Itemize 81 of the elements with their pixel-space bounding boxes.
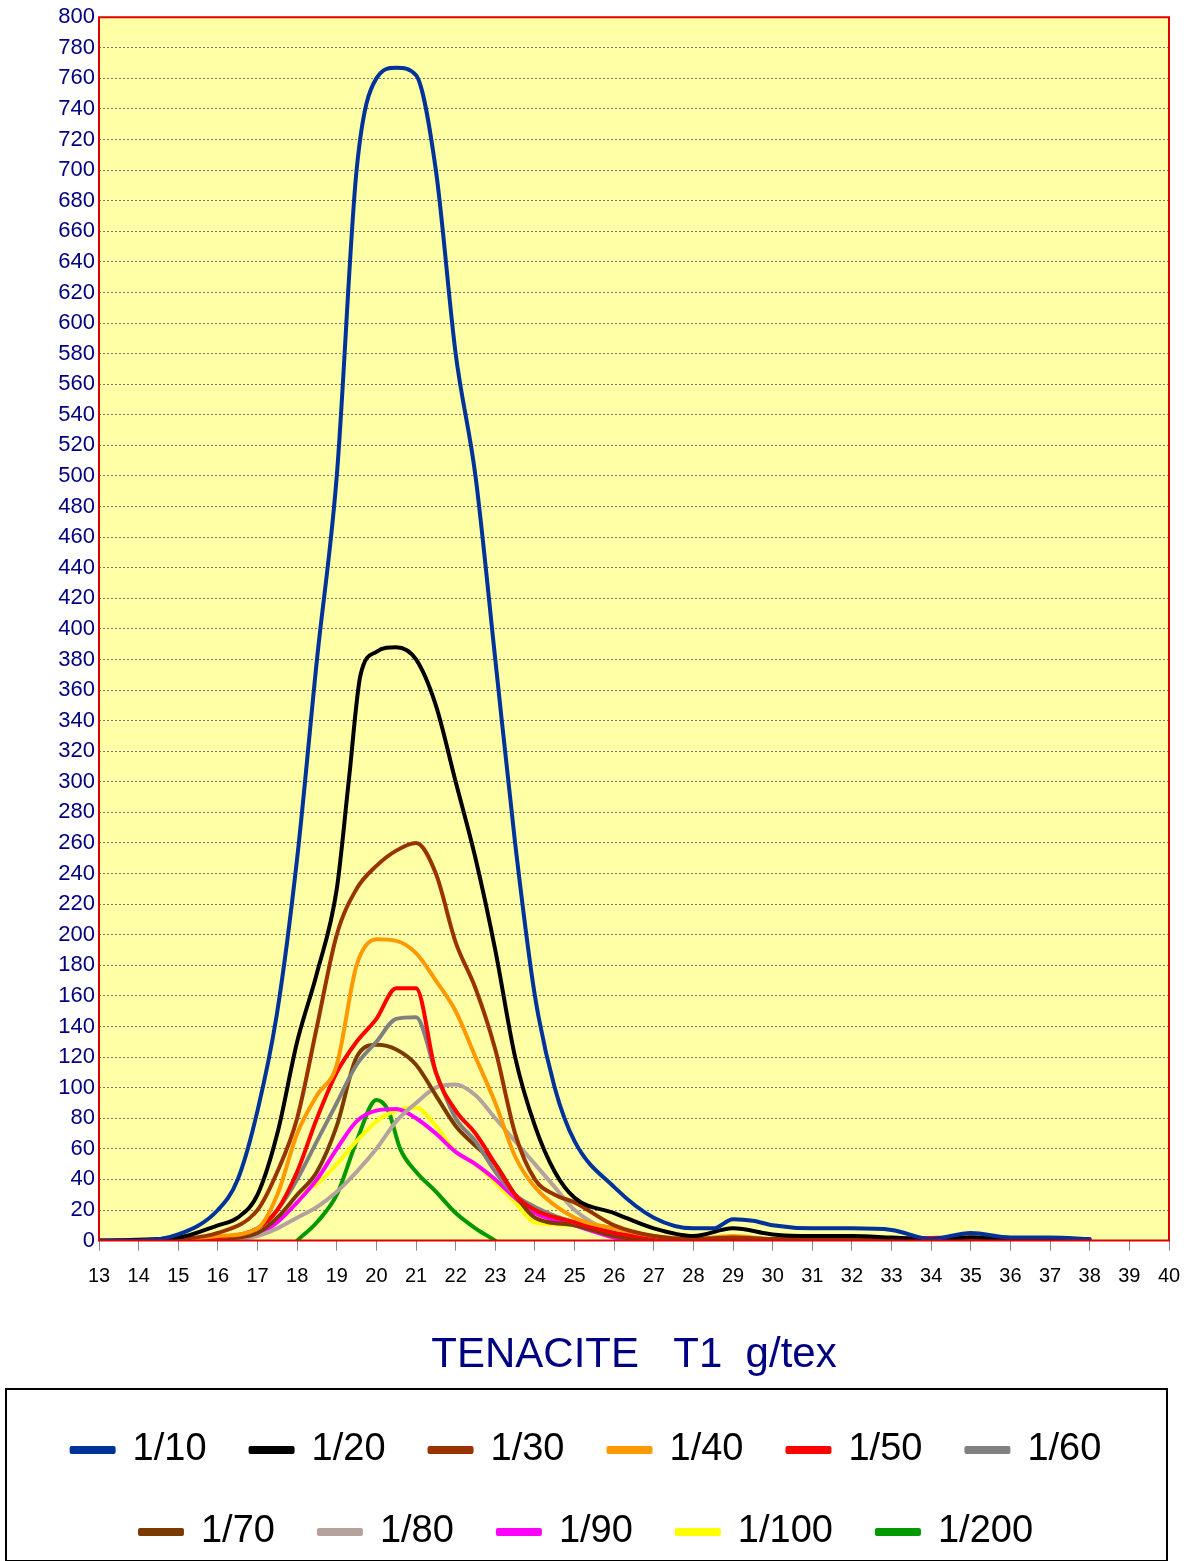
x-tick-label: 40	[1157, 1264, 1181, 1287]
legend-label: 1/50	[848, 1426, 923, 1469]
y-tick-label: 80	[70, 1104, 95, 1130]
x-tick-label: 16	[206, 1264, 230, 1287]
y-tick-label: 0	[82, 1226, 95, 1252]
x-tick-label: 30	[761, 1264, 784, 1287]
x-tick-label: 29	[721, 1264, 745, 1287]
x-tick-label: 26	[603, 1264, 626, 1287]
y-tick-label: 160	[58, 981, 95, 1007]
y-tick-label: 560	[58, 370, 95, 396]
y-tick-label: 800	[58, 3, 95, 29]
y-tick-label: 460	[58, 523, 95, 549]
y-tick-label: 600	[58, 309, 95, 335]
legend-label: 1/10	[132, 1426, 207, 1469]
y-tick-label: 100	[58, 1073, 95, 1099]
y-tick-label: 680	[58, 186, 95, 212]
x-tick-label: 33	[880, 1264, 903, 1287]
x-tick-label: 15	[167, 1264, 190, 1287]
y-tick-label: 120	[58, 1043, 95, 1069]
y-tick-label: 500	[58, 462, 95, 488]
y-tick-label: 380	[58, 645, 95, 671]
x-tick-label: 38	[1078, 1264, 1101, 1287]
x-tick-label: 36	[999, 1264, 1022, 1287]
y-tick-label: 620	[58, 278, 95, 304]
y-tick-label: 340	[58, 706, 95, 732]
x-tick-label: 18	[286, 1264, 309, 1287]
x-tick-label: 34	[920, 1264, 943, 1287]
legend-label: 1/90	[558, 1508, 633, 1551]
x-tick-label: 28	[682, 1264, 705, 1287]
x-tick-label: 20	[365, 1264, 388, 1287]
x-tick-label: 19	[325, 1264, 348, 1287]
y-tick-label: 200	[58, 920, 95, 946]
y-tick-label: 740	[58, 95, 95, 121]
y-tick-label: 700	[58, 156, 95, 182]
x-tick-label: 25	[563, 1264, 586, 1287]
x-tick-label: 27	[642, 1264, 665, 1287]
x-tick-label: 31	[801, 1264, 824, 1287]
y-tick-label: 40	[70, 1165, 95, 1191]
y-tick-label: 780	[58, 33, 95, 59]
x-tick-label: 23	[484, 1264, 507, 1287]
x-tick-label: 24	[523, 1264, 547, 1287]
legend-label: 1/200	[937, 1508, 1034, 1551]
y-tick-label: 140	[58, 1012, 95, 1038]
y-tick-label: 760	[58, 64, 95, 90]
y-tick-label: 240	[58, 859, 95, 885]
y-tick-label: 60	[70, 1134, 95, 1160]
x-tick-label: 37	[1038, 1264, 1062, 1287]
y-tick-label: 640	[58, 247, 95, 273]
legend-label: 1/20	[311, 1426, 386, 1469]
legend-label: 1/30	[490, 1426, 565, 1469]
x-tick-label: 14	[127, 1264, 150, 1287]
y-tick-label: 400	[58, 614, 95, 640]
legend-label: 1/80	[379, 1508, 454, 1551]
x-tick-label: 22	[444, 1264, 467, 1287]
y-tick-label: 260	[58, 829, 95, 855]
legend-label: 1/70	[200, 1508, 275, 1551]
y-tick-label: 360	[58, 676, 95, 702]
y-tick-label: 220	[58, 890, 95, 916]
y-tick-label: 300	[58, 767, 95, 793]
y-tick-label: 660	[58, 217, 95, 243]
x-tick-label: 32	[840, 1264, 864, 1287]
y-tick-label: 440	[58, 553, 95, 579]
x-axis-title: TENACITE T1 g/tex	[431, 1329, 837, 1377]
y-tick-label: 540	[58, 400, 95, 426]
y-tick-label: 580	[58, 339, 95, 365]
y-tick-label: 320	[58, 737, 95, 763]
x-tick-label: 39	[1118, 1264, 1141, 1287]
x-tick-label: 21	[404, 1264, 428, 1287]
x-tick-label: 13	[87, 1264, 111, 1287]
legend-label: 1/60	[1027, 1426, 1102, 1469]
y-tick-label: 520	[58, 431, 95, 457]
y-tick-label: 720	[58, 125, 95, 151]
y-tick-label: 280	[58, 798, 95, 824]
legend-label: 1/40	[669, 1426, 744, 1469]
y-tick-label: 20	[70, 1196, 95, 1222]
y-tick-label: 480	[58, 492, 95, 518]
y-tick-label: 180	[58, 951, 95, 977]
x-tick-label: 35	[959, 1264, 982, 1287]
x-tick-label: 17	[246, 1264, 269, 1287]
legend-label: 1/100	[737, 1508, 833, 1551]
y-tick-label: 420	[58, 584, 95, 610]
